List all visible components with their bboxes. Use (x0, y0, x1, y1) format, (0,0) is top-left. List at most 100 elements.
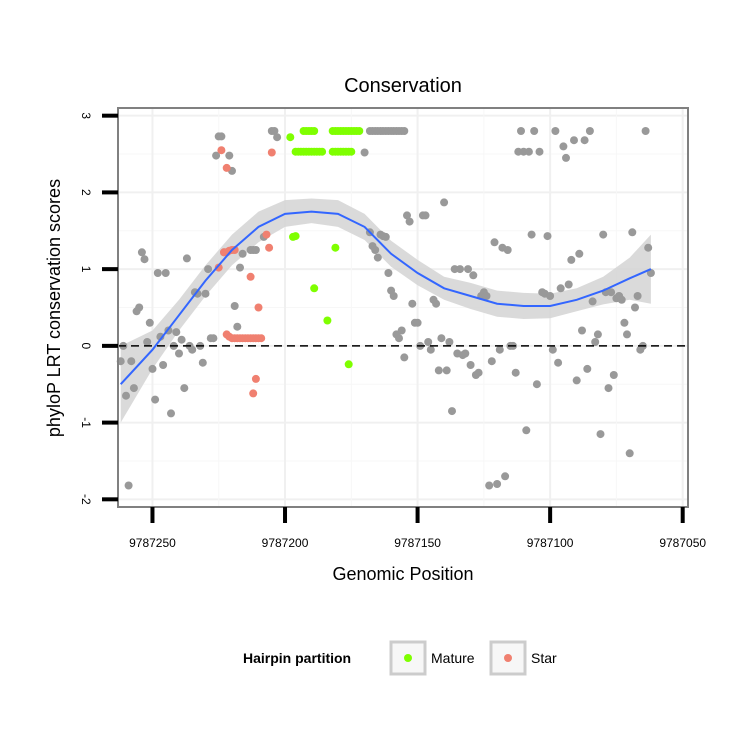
point-mature (331, 243, 340, 252)
point-other (464, 265, 472, 274)
point-other (567, 255, 576, 264)
x-tick-label: 9787200 (262, 536, 309, 550)
point-other (198, 358, 207, 367)
point-other (564, 280, 573, 289)
chart-title: Conservation (344, 75, 462, 97)
point-other (421, 211, 430, 220)
point-other (156, 332, 165, 341)
point-star (246, 272, 255, 281)
point-other (517, 127, 525, 135)
point-other (151, 395, 160, 404)
point-other (570, 136, 578, 145)
point-other (182, 254, 191, 263)
point-other (413, 318, 422, 327)
point-mature (310, 284, 319, 293)
y-tick-label: 1 (79, 266, 93, 273)
point-other (236, 263, 244, 272)
point-mature (291, 232, 300, 241)
point-other (437, 334, 446, 343)
point-other (238, 249, 247, 258)
point-other (445, 338, 454, 346)
point-other (548, 345, 557, 354)
point-star (257, 334, 266, 343)
x-tick-label: 9787250 (129, 536, 176, 550)
point-other (535, 147, 544, 156)
point-other (482, 292, 491, 300)
point-other (551, 127, 560, 135)
point-mature (355, 127, 364, 135)
point-star (222, 163, 231, 172)
point-other (381, 232, 390, 241)
point-other (503, 246, 512, 254)
point-other (426, 345, 435, 354)
point-other (270, 127, 279, 135)
point-other (135, 303, 144, 312)
point-other (273, 133, 282, 142)
point-other (501, 472, 510, 481)
point-other (530, 127, 539, 135)
point-other (485, 481, 494, 490)
legend: Hairpin partition Mature Star (243, 640, 557, 676)
point-other (137, 248, 146, 257)
point-other (617, 295, 626, 304)
point-other (580, 136, 589, 145)
point-other (644, 243, 653, 252)
smooth-line (119, 210, 652, 385)
point-other (360, 148, 369, 157)
x-tick-label: 9787150 (394, 536, 441, 550)
point-star (230, 246, 239, 254)
point-other (233, 322, 242, 331)
point-other (180, 384, 189, 393)
point-other (442, 366, 451, 375)
point-other (596, 430, 605, 439)
point-other (562, 153, 570, 162)
point-other (474, 368, 483, 377)
point-other (628, 228, 637, 237)
point-other (448, 407, 456, 416)
point-other (641, 127, 650, 135)
point-other (583, 364, 592, 373)
point-other (129, 384, 138, 393)
point-other (493, 480, 502, 488)
point-other (148, 364, 157, 373)
point-other (193, 289, 202, 298)
point-other (440, 198, 449, 207)
point-star (262, 230, 271, 239)
point-other (384, 269, 393, 277)
point-other (167, 409, 175, 418)
point-other (524, 147, 533, 156)
point-other (172, 328, 181, 337)
point-other (140, 255, 149, 264)
point-star (251, 374, 260, 383)
point-mature (347, 147, 356, 156)
point-mature (323, 316, 332, 325)
point-other (522, 426, 531, 435)
legend-label-mature: Mature (431, 650, 475, 666)
legend-title: Hairpin partition (243, 650, 351, 666)
point-other (556, 284, 565, 293)
y-tick-label: -2 (79, 494, 93, 505)
point-other (395, 334, 403, 343)
point-other (408, 299, 417, 308)
point-star (254, 303, 263, 312)
point-other (546, 292, 555, 300)
point-other (578, 326, 586, 335)
point-other (487, 357, 496, 366)
panel-border (117, 107, 689, 508)
point-other (159, 361, 168, 369)
point-other (432, 299, 441, 308)
plot-area: -2 -1 0 1 2 3 9787250 9787200 9787150 9787100 9787… (79, 107, 706, 550)
point-mature (286, 133, 295, 142)
point-other (633, 292, 642, 300)
point-other (217, 132, 226, 141)
point-other (161, 269, 170, 277)
point-other (532, 380, 541, 389)
point-other (403, 211, 411, 220)
point-other (230, 302, 239, 310)
point-other (434, 366, 443, 375)
point-other (373, 253, 382, 262)
x-tick-label: 9787050 (659, 536, 706, 550)
y-tick-label: 3 (79, 112, 93, 119)
y-tick-label: -1 (79, 417, 93, 428)
